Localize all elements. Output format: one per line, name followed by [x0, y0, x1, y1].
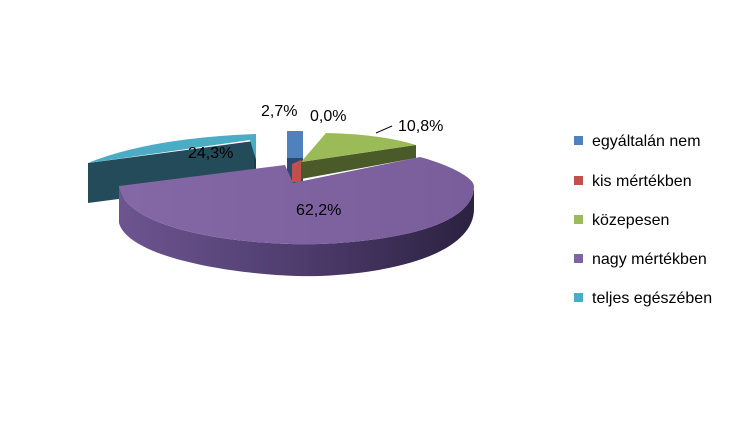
legend-swatch-kozepesen [574, 215, 583, 224]
slice-kozepesen [301, 133, 416, 162]
pie-slices-group [88, 131, 474, 277]
legend: egyáltalán nem kis mértékben közepesen n… [574, 133, 712, 307]
data-label-teljes-egeszeben: 24,3% [188, 145, 233, 162]
legend-label-egyaltalan-nem: egyáltalán nem [592, 133, 701, 150]
legend-label-kis-mertekben: kis mértékben [592, 173, 692, 190]
slice-nagy-mertekben [119, 157, 474, 245]
slice-nagy-mertekben-side [119, 186, 474, 277]
slice-kozepesen-side [301, 145, 416, 179]
data-label-egyaltalan-nem: 2,7% [261, 103, 297, 120]
data-labels: 2,7% 0,0% 10,8% 62,2% 24,3% [188, 103, 443, 219]
slice-teljes-egeszeben [88, 134, 256, 163]
legend-label-teljes-egeszeben: teljes egészében [592, 290, 712, 307]
slice-egyaltalan-nem [287, 131, 303, 158]
legend-swatch-egyaltalan-nem [574, 136, 583, 145]
slice-kis-mertekben [292, 160, 301, 182]
legend-label-nagy-mertekben: nagy mértékben [592, 251, 707, 268]
legend-swatch-teljes-egeszeben [574, 293, 583, 302]
legend-swatch-kis-mertekben [574, 176, 583, 185]
data-label-kis-mertekben: 0,0% [310, 108, 346, 125]
legend-swatch-nagy-mertekben [574, 254, 583, 263]
leader-line-kozepesen [375, 125, 393, 134]
data-label-kozepesen: 10,8% [398, 118, 443, 135]
legend-label-kozepesen: közepesen [592, 212, 669, 229]
data-label-nagy-mertekben: 62,2% [296, 202, 341, 219]
